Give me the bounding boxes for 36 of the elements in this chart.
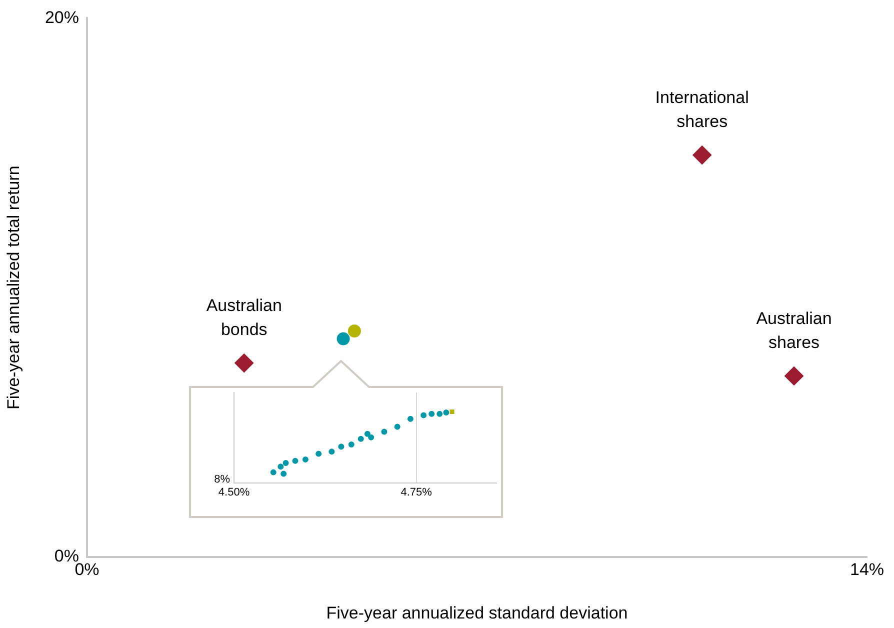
point (428, 410, 435, 417)
annotation: Australian shares (756, 308, 832, 352)
y-tick-label: 20% (44, 8, 79, 27)
point (348, 324, 361, 338)
x-tick-label: 14% (850, 560, 884, 579)
point (784, 366, 804, 386)
point (338, 444, 344, 450)
point (420, 412, 427, 418)
point (234, 354, 254, 373)
point (394, 424, 400, 430)
point (316, 450, 322, 457)
x-axis-title: Five-year annualized standard deviation (326, 603, 628, 622)
point (381, 428, 388, 435)
x-tick-label: 4.75% (400, 486, 432, 499)
annotation: Australian bonds (206, 296, 282, 340)
point (282, 460, 289, 466)
point (450, 409, 454, 414)
point (280, 470, 287, 477)
point (328, 448, 335, 455)
point (364, 430, 370, 437)
x-tick-label: 4.50% (218, 486, 250, 499)
point (443, 409, 450, 416)
point (436, 410, 443, 417)
point (302, 456, 308, 462)
y-axis-title: Five-year annualized total return (4, 166, 23, 410)
point (278, 464, 284, 470)
point (348, 442, 354, 448)
annotation: International shares (655, 88, 749, 132)
annotation: 8% (214, 474, 230, 486)
point (407, 416, 414, 422)
point (692, 146, 712, 165)
point (358, 436, 364, 442)
point (368, 434, 374, 440)
point (270, 469, 276, 476)
point (292, 458, 298, 464)
point (336, 332, 350, 346)
